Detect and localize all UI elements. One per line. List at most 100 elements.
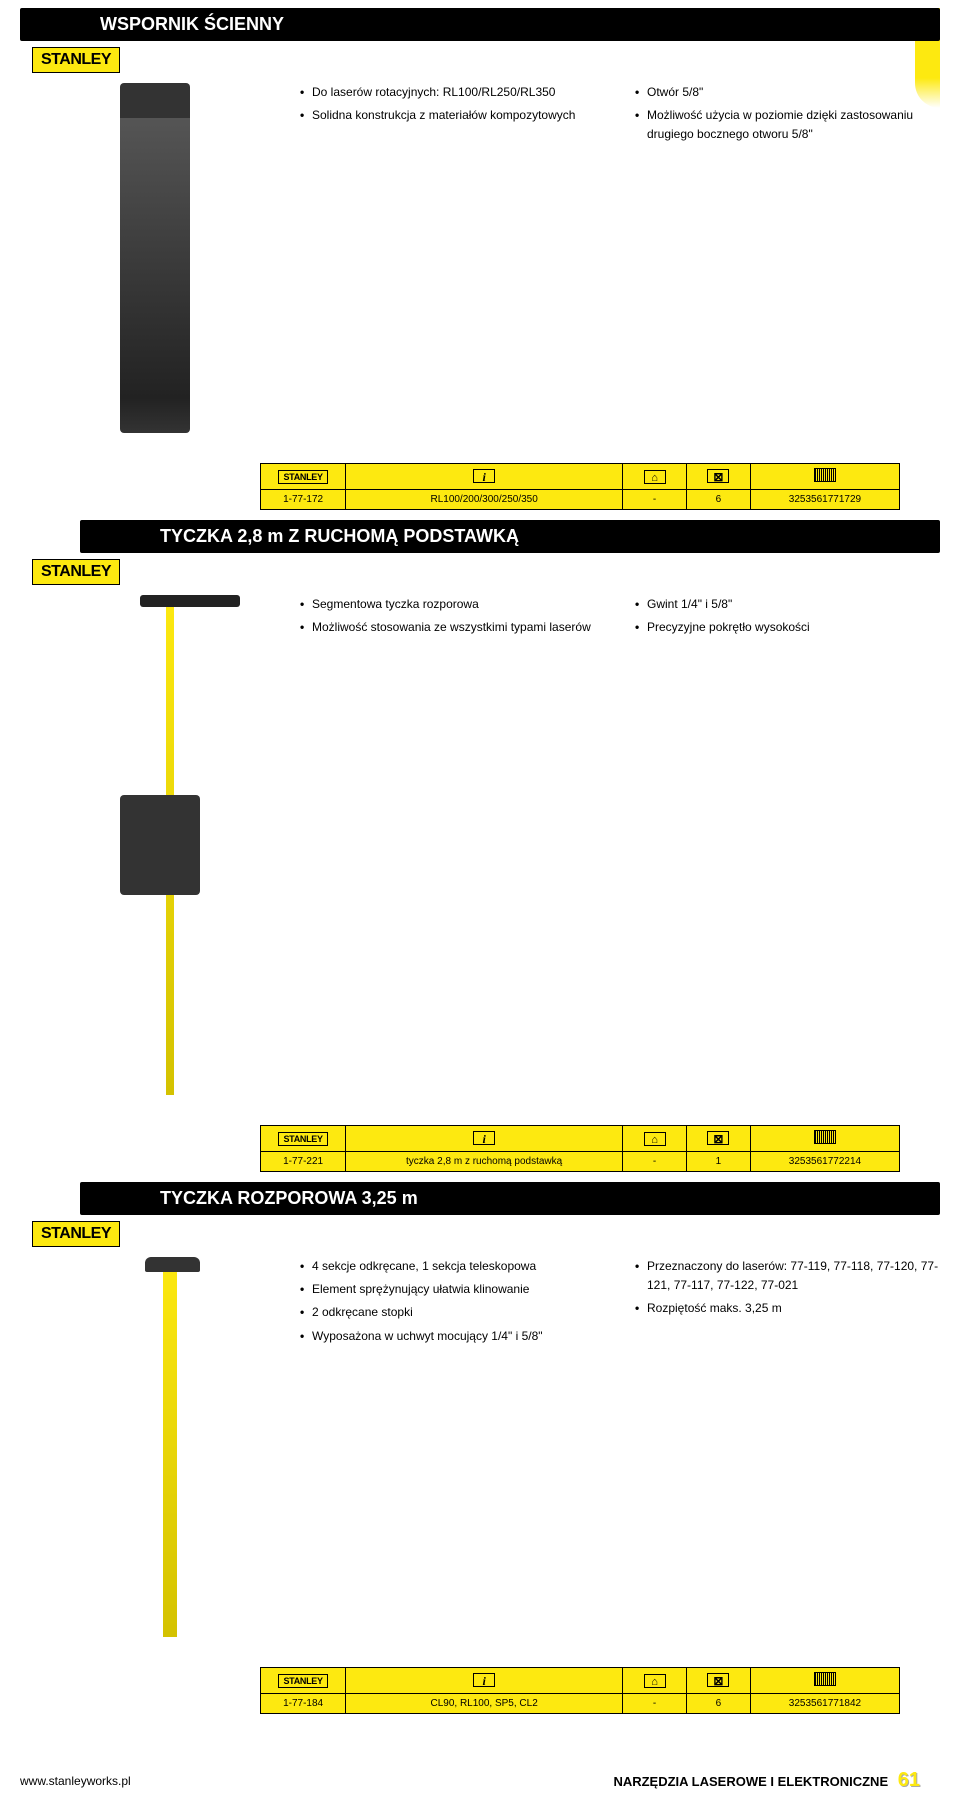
feature-col-right: Otwór 5/8" Możliwość użycia w poziomie d… (635, 83, 940, 433)
barcode-icon (814, 1672, 836, 1686)
brand-row: STANLEY (20, 553, 940, 585)
th-info-icon (346, 1126, 623, 1152)
brand-logo-sm: STANLEY (278, 1132, 327, 1146)
table-row: 1-77-221 tyczka 2,8 m z ruchomą podstawk… (261, 1152, 900, 1172)
brand-logo: STANLEY (32, 1221, 120, 1247)
content-row: Segmentowa tyczka rozporowa Możliwość st… (20, 585, 940, 1105)
th-barcode-icon (750, 1668, 899, 1694)
feature-item: Solidna konstrukcja z materiałów kompozy… (300, 106, 605, 125)
qty-icon (707, 1131, 729, 1145)
content-row: Do laserów rotacyjnych: RL100/RL250/RL35… (20, 73, 940, 443)
feature-item: Możliwość stosowania ze wszystkimi typam… (300, 618, 605, 637)
cell-c1: - (623, 490, 687, 510)
barcode-icon (814, 468, 836, 482)
th-box-icon (623, 464, 687, 490)
cell-c2: 1 (686, 1152, 750, 1172)
pole-cap (145, 1257, 200, 1272)
page-footer: www.stanleyworks.pl NARZĘDZIA LASEROWE I… (0, 1759, 960, 1807)
brand-logo-sm: STANLEY (278, 1674, 327, 1688)
th-info-icon (346, 1668, 623, 1694)
table-row: 1-77-172 RL100/200/300/250/350 - 6 32535… (261, 490, 900, 510)
feature-columns: Segmentowa tyczka rozporowa Możliwość st… (280, 595, 940, 1095)
product-image (80, 1257, 280, 1637)
pole-image (140, 1257, 200, 1637)
brand-logo-sm: STANLEY (278, 470, 327, 484)
pole-base (140, 595, 240, 607)
cell-c2: 6 (686, 490, 750, 510)
info-icon (473, 1673, 495, 1687)
cell-code: 1-77-221 (261, 1152, 346, 1172)
content-row: 4 sekcje odkręcane, 1 sekcja teleskopowa… (20, 1247, 940, 1647)
spec-table-wrap: STANLEY 1-77-221 tyczka 2,8 m z ruchomą … (20, 1125, 940, 1172)
footer-url: www.stanleyworks.pl (20, 1774, 131, 1788)
pole-mount (120, 795, 200, 895)
table-row: 1-77-184 CL90, RL100, SP5, CL2 - 6 32535… (261, 1694, 900, 1714)
feature-item: Rozpiętość maks. 3,25 m (635, 1299, 940, 1318)
th-brand: STANLEY (261, 1668, 346, 1694)
cell-ean: 3253561772214 (750, 1152, 899, 1172)
feature-item: Precyzyjne pokrętło wysokości (635, 618, 940, 637)
feature-item: 2 odkręcane stopki (300, 1303, 605, 1322)
th-qty-icon (686, 464, 750, 490)
feature-item: Element sprężynujący ułatwia klinowanie (300, 1280, 605, 1299)
feature-col-left: 4 sekcje odkręcane, 1 sekcja teleskopowa… (300, 1257, 605, 1637)
spec-table: STANLEY 1-77-172 RL100/200/300/250/350 -… (260, 463, 900, 510)
table-header-row: STANLEY (261, 464, 900, 490)
table-header-row: STANLEY (261, 1668, 900, 1694)
section-title: TYCZKA ROZPOROWA 3,25 m (80, 1182, 940, 1215)
th-barcode-icon (750, 1126, 899, 1152)
feature-item: Przeznaczony do laserów: 77-119, 77-118,… (635, 1257, 940, 1295)
feature-col-right: Przeznaczony do laserów: 77-119, 77-118,… (635, 1257, 940, 1637)
box-icon (644, 1674, 666, 1688)
th-barcode-icon (750, 464, 899, 490)
cell-c2: 6 (686, 1694, 750, 1714)
feature-item: Segmentowa tyczka rozporowa (300, 595, 605, 614)
cell-desc: RL100/200/300/250/350 (346, 490, 623, 510)
section-title: TYCZKA 2,8 m Z RUCHOMĄ PODSTAWKĄ (80, 520, 940, 553)
section-title: WSPORNIK ŚCIENNY (20, 8, 940, 41)
th-info-icon (346, 464, 623, 490)
feature-col-right: Gwint 1/4" i 5/8" Precyzyjne pokrętło wy… (635, 595, 940, 1095)
section-tyczka325: TYCZKA ROZPOROWA 3,25 m STANLEY 4 sekcje… (20, 1182, 940, 1714)
feature-item: 4 sekcje odkręcane, 1 sekcja teleskopowa (300, 1257, 605, 1276)
qty-icon (707, 1673, 729, 1687)
pole-image (140, 595, 200, 1095)
feature-item: Otwór 5/8" (635, 83, 940, 102)
feature-col-left: Segmentowa tyczka rozporowa Możliwość st… (300, 595, 605, 1095)
cell-c1: - (623, 1152, 687, 1172)
spec-table-wrap: STANLEY 1-77-184 CL90, RL100, SP5, CL2 -… (20, 1667, 940, 1714)
cell-ean: 3253561771729 (750, 490, 899, 510)
section-tyczka28: TYCZKA 2,8 m Z RUCHOMĄ PODSTAWKĄ STANLEY… (20, 520, 940, 1172)
feature-col-left: Do laserów rotacyjnych: RL100/RL250/RL35… (300, 83, 605, 433)
th-box-icon (623, 1126, 687, 1152)
brand-row: STANLEY (20, 1215, 940, 1247)
box-icon (644, 1132, 666, 1146)
feature-columns: 4 sekcje odkręcane, 1 sekcja teleskopowa… (280, 1257, 940, 1637)
th-qty-icon (686, 1668, 750, 1694)
spec-table: STANLEY 1-77-184 CL90, RL100, SP5, CL2 -… (260, 1667, 900, 1714)
cell-ean: 3253561771842 (750, 1694, 899, 1714)
table-header-row: STANLEY (261, 1126, 900, 1152)
feature-columns: Do laserów rotacyjnych: RL100/RL250/RL35… (280, 83, 940, 433)
qty-icon (707, 469, 729, 483)
section-wspornik: WSPORNIK ŚCIENNY STANLEY Do laserów rota… (20, 8, 940, 510)
cell-code: 1-77-184 (261, 1694, 346, 1714)
footer-category: NARZĘDZIA LASEROWE I ELEKTRONICZNE (613, 1774, 888, 1789)
brand-logo: STANLEY (32, 559, 120, 585)
th-brand: STANLEY (261, 1126, 346, 1152)
page-number: 61 (898, 1769, 920, 1791)
th-qty-icon (686, 1126, 750, 1152)
feature-item: Możliwość użycia w poziomie dzięki zasto… (635, 106, 940, 144)
cell-c1: - (623, 1694, 687, 1714)
product-image (80, 83, 280, 433)
info-icon (473, 1131, 495, 1145)
bracket-image (120, 83, 190, 433)
box-icon (644, 470, 666, 484)
brand-logo: STANLEY (32, 47, 120, 73)
cell-desc: CL90, RL100, SP5, CL2 (346, 1694, 623, 1714)
spec-table: STANLEY 1-77-221 tyczka 2,8 m z ruchomą … (260, 1125, 900, 1172)
spec-table-wrap: STANLEY 1-77-172 RL100/200/300/250/350 -… (20, 463, 940, 510)
footer-right: NARZĘDZIA LASEROWE I ELEKTRONICZNE 61 (613, 1769, 920, 1792)
feature-item: Wyposażona w uchwyt mocujący 1/4" i 5/8" (300, 1327, 605, 1346)
cell-code: 1-77-172 (261, 490, 346, 510)
